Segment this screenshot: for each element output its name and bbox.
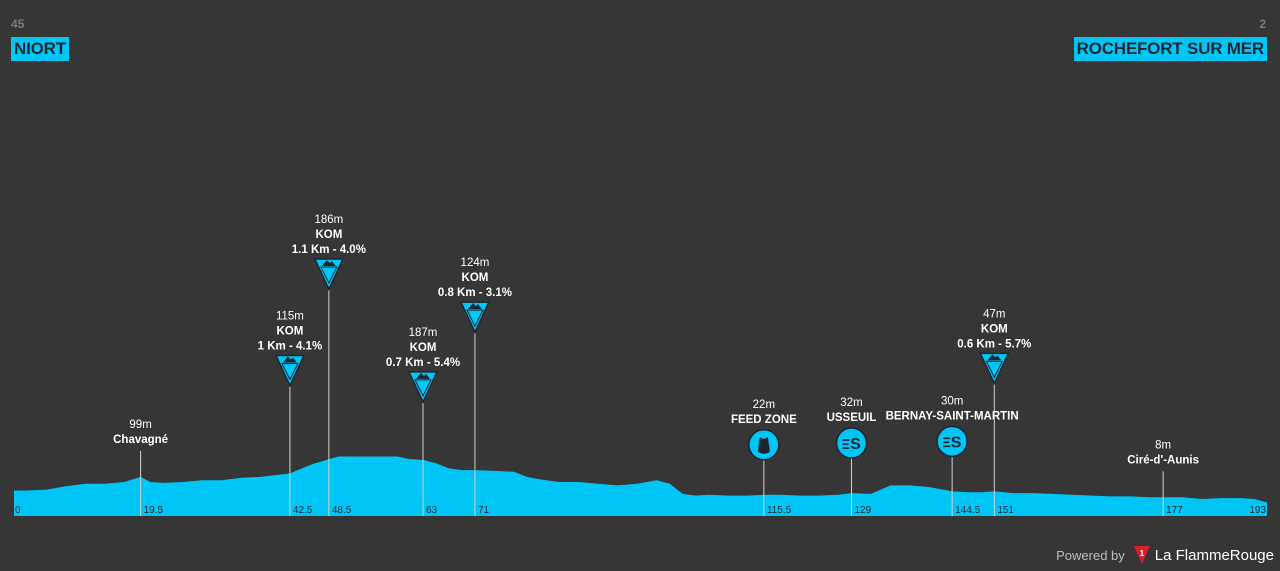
marker-altitude-label: 30m (941, 395, 963, 407)
distance-tick-label: 177 (1166, 505, 1183, 516)
marker-kom-4 (459, 301, 491, 516)
kom-detail-label: 1.1 Km - 4.0% (292, 244, 366, 256)
kom-altitude-label: 115m (276, 311, 304, 323)
marker-kom-8 (979, 352, 1010, 516)
mountain-icon (416, 372, 431, 379)
distance-tick-label: 151 (997, 505, 1014, 516)
kom-name-label: KOM (276, 326, 303, 338)
place-altitude-label: 8m (1155, 439, 1171, 451)
bottle-icon (757, 436, 770, 454)
finish-km-to-go: 2 (1259, 17, 1266, 31)
sprint-circle (835, 427, 868, 459)
flamme-rouge-logo-icon: 1 (1133, 546, 1150, 564)
marker-sprint-6 (835, 427, 868, 516)
marker-name-label: USSEUIL (827, 412, 877, 424)
mountain-icon (467, 303, 482, 310)
kom-detail-label: 0.6 Km - 5.7% (957, 338, 1031, 350)
footer-attribution: Powered by 1 La FlammeRouge (1056, 545, 1274, 565)
svg-text:1: 1 (1140, 549, 1145, 558)
marker-sprint-7 (936, 425, 968, 516)
kom-inner-triangle (281, 363, 299, 381)
marker-altitude-label: 22m (753, 399, 775, 411)
sprint-circle (936, 425, 968, 458)
place-name-label: Ciré-d'-Aunis (1127, 454, 1199, 466)
marker-feed-5 (748, 429, 780, 516)
kom-inner-triangle (320, 266, 338, 285)
sprint-s-icon: S (951, 434, 962, 451)
distance-tick-label: 193 (1249, 505, 1266, 516)
kom-name-label: KOM (410, 342, 437, 354)
marker-name-label: FEED ZONE (731, 414, 797, 426)
kom-altitude-label: 47m (983, 308, 1005, 320)
kom-altitude-label: 186m (314, 214, 343, 226)
kom-altitude-label: 187m (409, 327, 438, 339)
marker-kom-2 (313, 258, 345, 516)
distance-tick-label: 42.5 (293, 505, 313, 516)
brand-name: La FlammeRouge (1154, 546, 1274, 564)
kom-detail-label: 0.8 Km - 3.1% (438, 287, 512, 299)
distance-tick-label: 19.5 (144, 505, 164, 516)
kom-inner-triangle (466, 309, 484, 328)
kom-name-label: KOM (981, 323, 1008, 335)
kom-name-label: KOM (462, 272, 489, 284)
marker-name-label: BERNAY-SAINT-MARTIN (886, 410, 1019, 422)
kom-name-label: KOM (315, 229, 342, 241)
kom-inner-triangle (985, 360, 1004, 379)
start-km-to-go: 45 (11, 17, 25, 31)
speed-lines-icon (943, 437, 951, 448)
elevation-profile-area (14, 456, 1267, 516)
kom-altitude-label: 124m (461, 257, 490, 269)
finish-city-label: ROCHEFORT SUR MER (1073, 37, 1267, 61)
mountain-icon (321, 260, 336, 267)
distance-tick-label: 0 (15, 505, 21, 516)
marker-kom-1 (274, 354, 306, 516)
distance-tick-label: 63 (426, 505, 438, 516)
distance-tick-label: 115.5 (767, 505, 792, 516)
kom-detail-label: 0.7 Km - 5.4% (386, 357, 460, 369)
marker-kom-3 (407, 371, 439, 516)
place-name-label: Chavagné (113, 434, 168, 446)
distance-tick-label: 144.5 (955, 505, 980, 516)
powered-by-text: Powered by (1056, 547, 1125, 563)
kom-detail-label: 1 Km - 4.1% (258, 341, 323, 353)
kom-inner-triangle (414, 379, 432, 398)
distance-tick-label: 129 (854, 505, 871, 516)
marker-altitude-label: 32m (840, 397, 862, 409)
start-city-label: NIORT (11, 37, 69, 61)
mountain-icon (987, 354, 1002, 361)
place-altitude-label: 99m (129, 419, 151, 431)
sprint-s-icon: S (850, 436, 861, 453)
speed-lines-icon (842, 439, 850, 449)
distance-tick-label: 48.5 (332, 505, 352, 516)
mountain-icon (282, 356, 297, 363)
distance-tick-label: 71 (478, 505, 490, 516)
